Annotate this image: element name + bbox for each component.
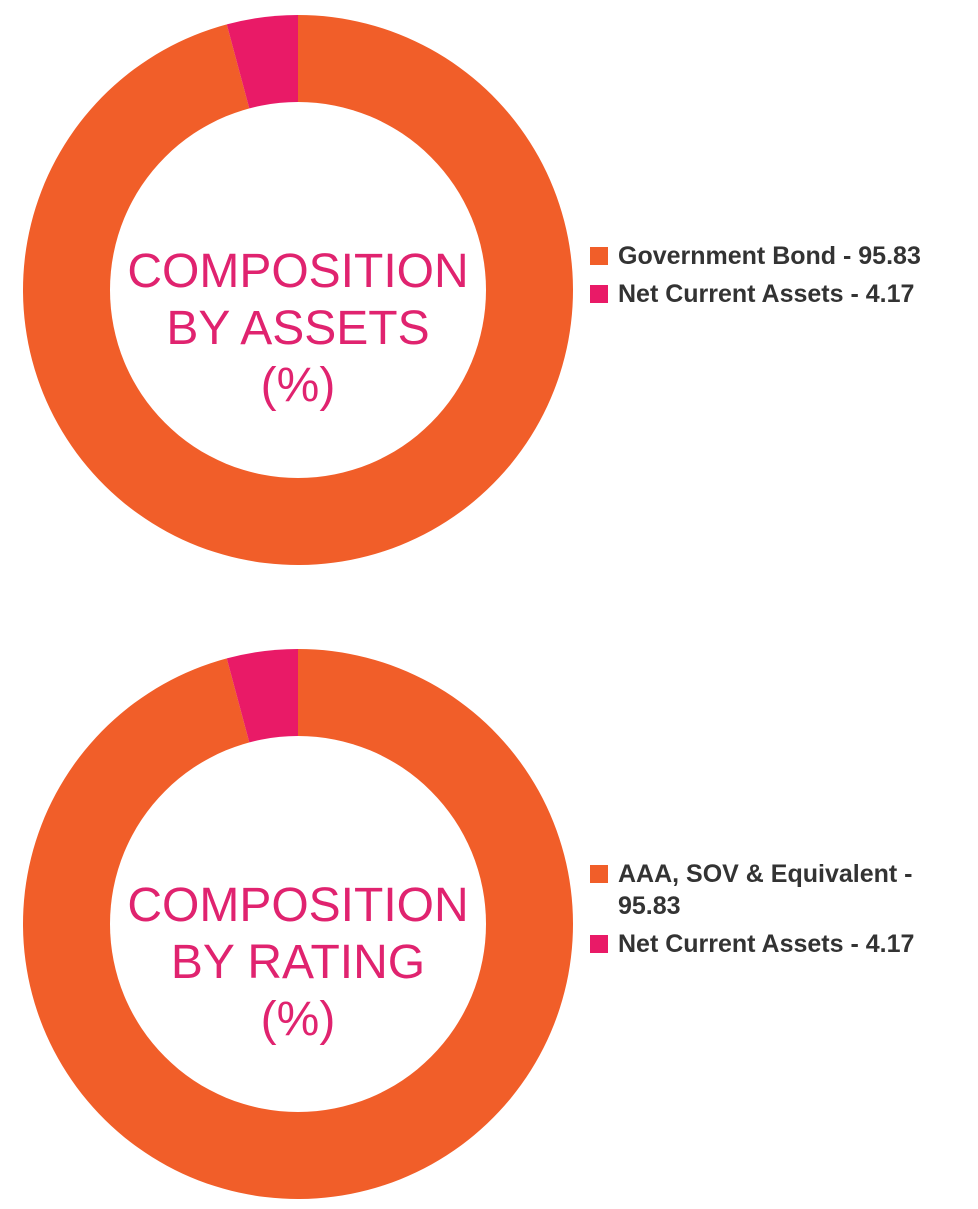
rating-title-line-1: COMPOSITION: [127, 879, 468, 932]
legend-item-government-bond: Government Bond - 95.83: [590, 240, 960, 272]
rating-donut-hole: [110, 736, 486, 1112]
legend-swatch-pink: [590, 285, 608, 303]
assets-donut-chart: COMPOSITION BY ASSETS (%): [23, 14, 574, 565]
legend-label: AAA, SOV & Equivalent - 95.83: [618, 860, 913, 920]
legend-label: Government Bond - 95.83: [618, 242, 921, 270]
assets-title-line-3: (%): [261, 359, 336, 412]
legend-swatch-pink: [590, 935, 608, 953]
legend-swatch-orange: [590, 247, 608, 265]
rating-title-line-2: BY RATING: [171, 936, 425, 989]
assets-donut-hole: [110, 102, 486, 478]
legend-item-aaa-sov-equivalent: AAA, SOV & Equivalent - 95.83: [590, 858, 960, 922]
assets-title-line-1: COMPOSITION: [127, 245, 468, 298]
rating-title-line-3: (%): [261, 993, 336, 1046]
composition-by-rating-chart: COMPOSITION BY RATING (%) AAA, SOV & Equ…: [0, 644, 978, 1204]
legend-label: Net Current Assets - 4.17: [618, 280, 915, 308]
assets-title-line-2: BY ASSETS: [166, 302, 429, 355]
rating-legend: AAA, SOV & Equivalent - 95.83 Net Curren…: [590, 858, 960, 966]
composition-by-assets-chart: COMPOSITION BY ASSETS (%) Government Bon…: [0, 10, 978, 570]
assets-legend: Government Bond - 95.83 Net Current Asse…: [590, 240, 960, 316]
rating-donut-chart: COMPOSITION BY RATING (%): [23, 649, 574, 1199]
legend-item-net-current-assets: Net Current Assets - 4.17: [590, 278, 960, 310]
legend-swatch-orange: [590, 865, 608, 883]
legend-item-net-current-assets: Net Current Assets - 4.17: [590, 928, 960, 960]
legend-label: Net Current Assets - 4.17: [618, 930, 915, 958]
